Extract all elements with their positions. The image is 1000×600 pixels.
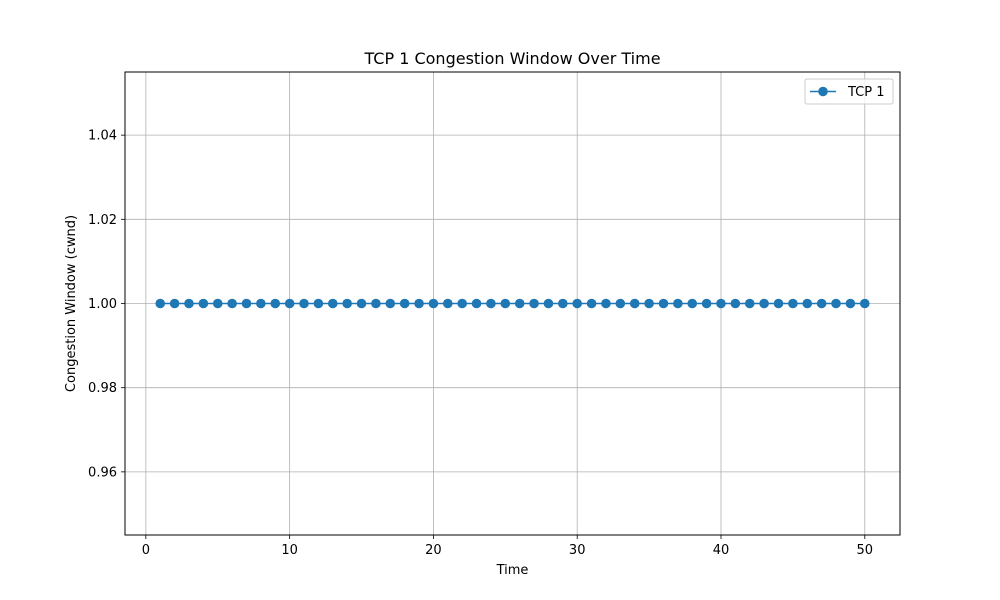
data-point <box>284 298 295 309</box>
data-point <box>457 298 467 309</box>
data-point <box>442 298 453 309</box>
data-point <box>629 298 640 309</box>
x-tick-label: 20 <box>425 543 442 558</box>
data-point <box>169 298 180 309</box>
y-tick-label: 1.02 <box>88 213 117 228</box>
data-point <box>716 298 726 309</box>
data-point <box>615 298 626 309</box>
x-tick-label: 10 <box>281 543 298 558</box>
data-point <box>529 298 539 309</box>
data-point <box>428 298 439 309</box>
data-point <box>356 298 367 309</box>
data-point <box>414 298 424 309</box>
data-point <box>558 298 568 309</box>
data-point <box>313 298 324 309</box>
x-tick-label: 30 <box>569 543 586 558</box>
x-tick-label: 50 <box>856 543 873 558</box>
data-point <box>399 298 410 309</box>
data-point <box>299 298 309 309</box>
data-point <box>601 298 611 309</box>
data-point <box>471 298 482 309</box>
data-point <box>831 298 841 309</box>
data-point <box>155 298 166 309</box>
data-point <box>227 298 237 309</box>
data-point <box>730 298 741 309</box>
data-point <box>845 298 856 309</box>
y-tick-label: 1.00 <box>88 297 117 312</box>
data-point <box>802 298 813 309</box>
data-point <box>543 298 554 309</box>
data-point <box>687 298 698 309</box>
x-axis-label: Time <box>496 563 529 578</box>
data-point <box>644 298 654 309</box>
data-point <box>586 298 597 309</box>
data-point <box>212 298 223 309</box>
data-point <box>342 298 352 309</box>
x-tick-label: 40 <box>713 543 730 558</box>
y-axis-label: Congestion Window (cwnd) <box>64 215 79 392</box>
data-point <box>658 298 669 309</box>
data-point <box>788 298 798 309</box>
data-point <box>701 298 712 309</box>
series-layer <box>155 298 870 309</box>
data-point <box>514 298 525 309</box>
data-point <box>198 298 209 309</box>
data-point <box>327 298 338 309</box>
data-point <box>816 298 827 309</box>
x-tick-label: 0 <box>142 543 150 558</box>
legend: TCP 1 <box>804 78 894 105</box>
legend-point-marker <box>818 86 828 97</box>
data-point <box>385 298 396 309</box>
data-point <box>744 298 755 309</box>
x-axis-ticks: 0 10 20 30 40 50 <box>142 535 873 558</box>
chart-title: TCP 1 Congestion Window Over Time <box>363 49 660 68</box>
data-point <box>486 298 496 309</box>
y-tick-label: 0.96 <box>88 465 117 480</box>
legend-label: TCP 1 <box>847 85 885 100</box>
y-axis-ticks: 0.96 0.98 1.00 1.02 1.04 <box>88 129 125 480</box>
data-point <box>759 298 769 309</box>
data-point <box>500 298 511 309</box>
data-point <box>256 298 266 309</box>
y-tick-label: 1.04 <box>88 129 117 144</box>
data-point <box>773 298 784 309</box>
data-point <box>371 298 381 309</box>
data-point <box>184 298 194 309</box>
data-point <box>241 298 252 309</box>
data-point <box>270 298 281 309</box>
data-point <box>859 298 870 309</box>
data-point <box>673 298 683 309</box>
data-point <box>572 298 583 309</box>
legend-box <box>804 78 894 105</box>
y-tick-label: 0.98 <box>88 381 117 396</box>
